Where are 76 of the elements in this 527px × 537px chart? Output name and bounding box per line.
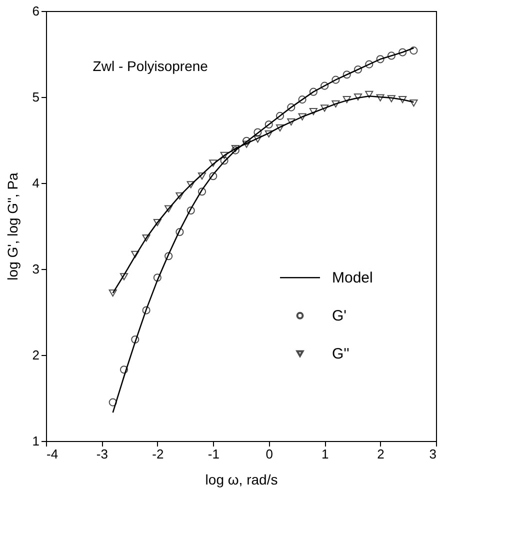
- y-axis-title: log G', log G'', Pa: [4, 172, 20, 280]
- point: [209, 172, 218, 180]
- point: [320, 104, 329, 112]
- x-tick-label: -4: [46, 446, 58, 462]
- point: [131, 335, 140, 344]
- point: [186, 206, 195, 215]
- x-tick-label: 0: [266, 446, 273, 462]
- point: [309, 88, 318, 96]
- point: [287, 103, 296, 112]
- point: [176, 192, 184, 200]
- point: [387, 52, 396, 60]
- point: [242, 140, 251, 148]
- point: [231, 145, 240, 152]
- point: [354, 65, 362, 74]
- point: [332, 76, 340, 84]
- point: [354, 93, 362, 101]
- x-tick-label: -3: [96, 446, 108, 462]
- x-tick-label: 3: [429, 446, 436, 462]
- point: [276, 124, 284, 132]
- annotation: Zwl - Polyisoprene: [92, 58, 208, 74]
- point: [342, 96, 351, 104]
- point: [242, 136, 251, 145]
- x-tick-label: -2: [152, 446, 164, 462]
- point: [365, 90, 374, 98]
- y-tick-label: 6: [32, 4, 40, 18]
- x-axis-title: log ω, rad/s: [205, 472, 278, 488]
- point: [131, 250, 140, 258]
- point: [142, 234, 150, 242]
- point: [264, 120, 273, 129]
- y-tick-label: 4: [32, 176, 40, 190]
- point: [254, 128, 262, 136]
- point: [120, 366, 128, 374]
- point: [276, 112, 284, 120]
- y-tick-label: 3: [32, 262, 40, 276]
- point: [198, 172, 206, 180]
- point: [254, 136, 262, 143]
- point: [220, 156, 228, 165]
- point: [264, 130, 273, 138]
- point: [164, 205, 173, 212]
- point: [108, 398, 117, 406]
- point: [298, 96, 306, 104]
- y-tick-label: 5: [32, 90, 40, 104]
- x-tick-label: -1: [208, 446, 220, 462]
- point: [342, 70, 351, 79]
- point: [332, 100, 340, 108]
- point: [410, 46, 418, 55]
- x-tick-label: 2: [377, 446, 384, 462]
- legend-label: G': [332, 308, 347, 325]
- point: [398, 96, 407, 104]
- point: [376, 94, 384, 102]
- point: [153, 219, 162, 226]
- point: [120, 273, 128, 280]
- point: [209, 160, 218, 167]
- point: [176, 228, 184, 236]
- x-tick-label: 1: [321, 446, 329, 462]
- y-tick-label: 1: [32, 434, 40, 448]
- point: [164, 252, 173, 260]
- point: [153, 274, 162, 282]
- point: [309, 108, 318, 116]
- point: [298, 113, 306, 120]
- point: [108, 290, 117, 297]
- point: [198, 188, 206, 196]
- y-tick-label: 2: [32, 348, 40, 362]
- legend-label: G'': [332, 346, 350, 363]
- point: [220, 152, 228, 160]
- point: [287, 118, 296, 126]
- point: [142, 306, 150, 314]
- point: [365, 60, 374, 68]
- point: [320, 82, 329, 90]
- point: [410, 99, 418, 107]
- legend-label: Model: [332, 270, 373, 287]
- point: [186, 181, 195, 188]
- point: [398, 48, 407, 56]
- point: [231, 146, 240, 154]
- point: [387, 95, 396, 102]
- point: [376, 55, 384, 64]
